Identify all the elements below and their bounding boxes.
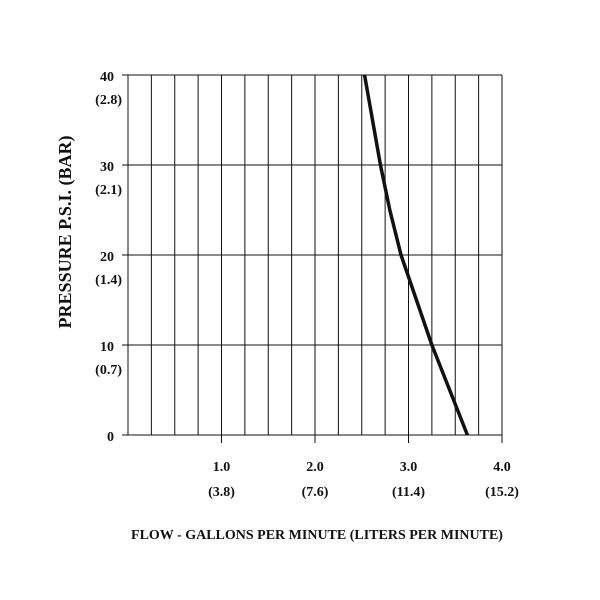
x-tick-label: 2.0 — [306, 460, 324, 475]
x-tick-secondary-label: (11.4) — [392, 485, 425, 500]
x-tick-secondary-label: (15.2) — [485, 485, 519, 500]
x-tick-secondary-label: (3.8) — [208, 485, 235, 500]
y-tick-secondary-label: (2.8) — [95, 93, 122, 108]
y-tick-label: 40 — [100, 70, 114, 85]
y-tick-label: 0 — [107, 430, 114, 445]
x-axis-label: FLOW - GALLONS PER MINUTE (LITERS PER MI… — [131, 528, 503, 543]
y-tick-secondary-label: (1.4) — [95, 273, 122, 288]
pressure-flow-line — [362, 74, 470, 436]
x-tick-secondary-label: (7.6) — [302, 485, 329, 500]
y-tick-label: 10 — [100, 340, 114, 355]
y-tick-secondary-label: (0.7) — [95, 363, 122, 378]
y-tick-label: 30 — [100, 160, 114, 175]
y-tick-label: 20 — [100, 250, 114, 265]
y-axis-label: PRESSURE P.S.I. (BAR) — [55, 136, 76, 329]
x-tick-label: 1.0 — [213, 460, 231, 475]
y-tick-secondary-label: (2.1) — [95, 183, 122, 198]
x-tick-label: 3.0 — [400, 460, 418, 475]
x-tick-label: 4.0 — [493, 460, 511, 475]
